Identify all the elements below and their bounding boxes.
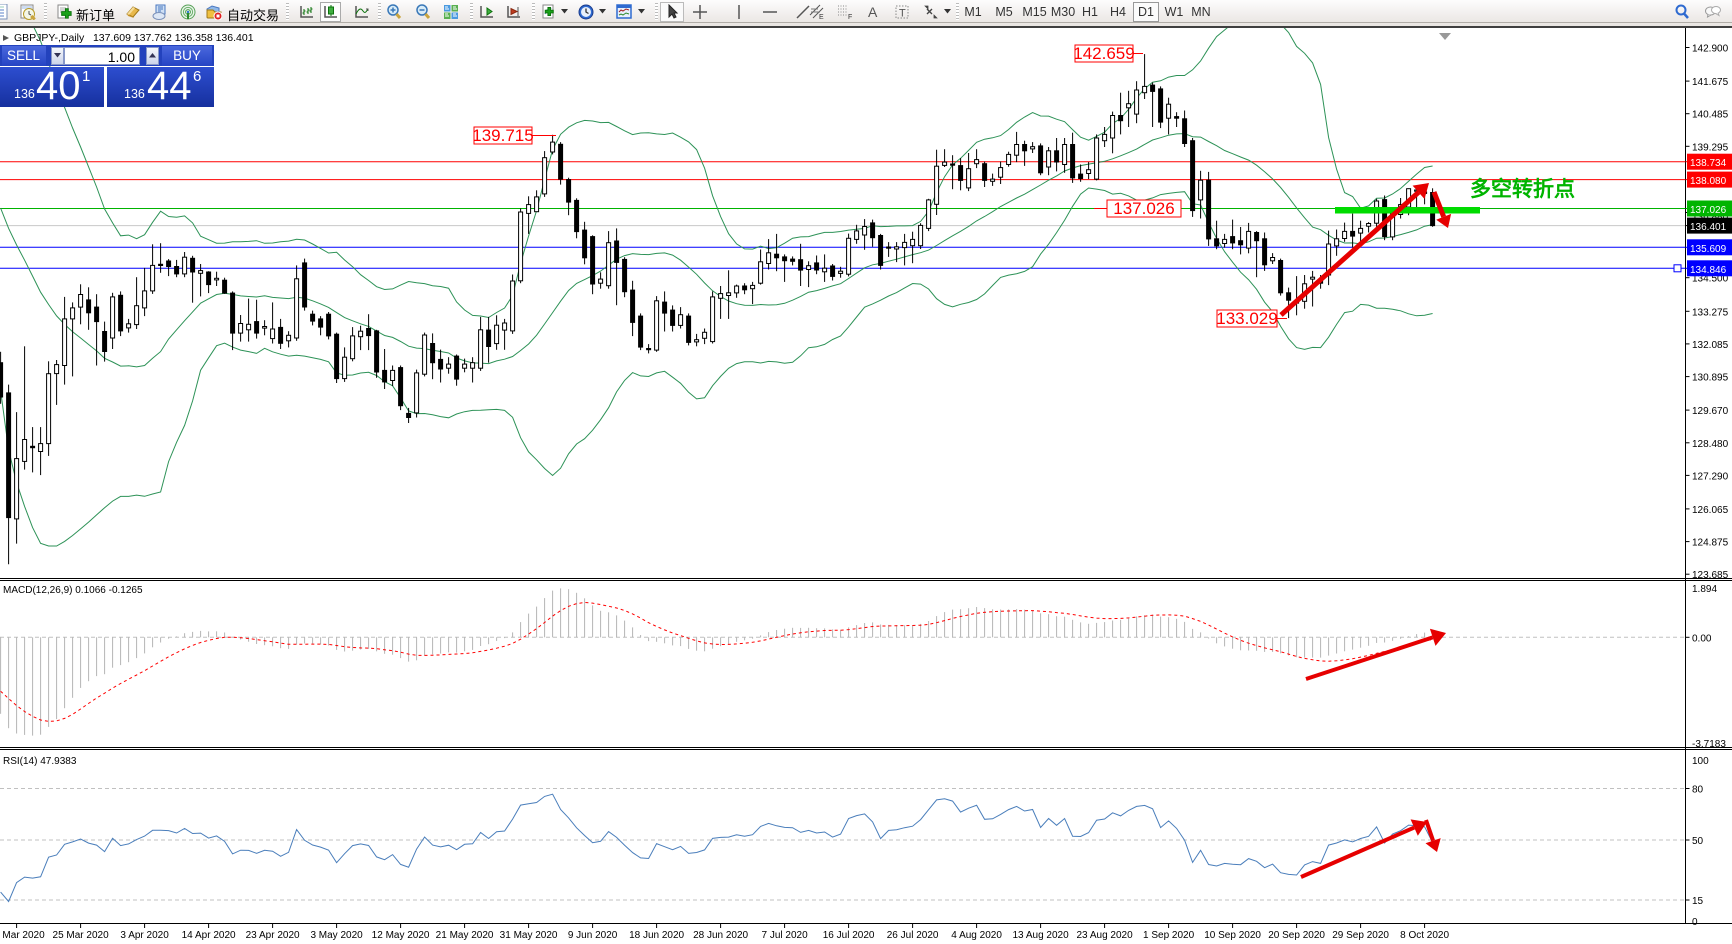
svg-text:多空转折点: 多空转折点 xyxy=(1470,177,1575,201)
svg-text:23 Apr 2020: 23 Apr 2020 xyxy=(246,930,300,941)
svg-text:-3.7183: -3.7183 xyxy=(1692,739,1726,750)
svg-text:129.670: 129.670 xyxy=(1692,406,1729,417)
svg-text:28 Jun 2020: 28 Jun 2020 xyxy=(693,930,748,941)
svg-text:137.026: 137.026 xyxy=(1113,199,1174,218)
svg-text:138.080: 138.080 xyxy=(1690,176,1727,187)
svg-text:136.880: 136.880 xyxy=(1692,212,1729,223)
svg-text:23 Aug 2020: 23 Aug 2020 xyxy=(1077,930,1134,941)
svg-text:12 May 2020: 12 May 2020 xyxy=(372,930,430,941)
svg-text:130.895: 130.895 xyxy=(1692,373,1729,384)
svg-text:3 Apr 2020: 3 Apr 2020 xyxy=(120,930,169,941)
svg-text:126.065: 126.065 xyxy=(1692,505,1729,516)
svg-text:7 Jul 2020: 7 Jul 2020 xyxy=(762,930,809,941)
svg-text:RSI(14) 47.9383: RSI(14) 47.9383 xyxy=(3,756,77,767)
svg-text:0.00: 0.00 xyxy=(1692,633,1712,644)
svg-text:A: A xyxy=(868,4,878,20)
svg-text:139.295: 139.295 xyxy=(1692,142,1729,153)
svg-text:15: 15 xyxy=(1692,896,1704,907)
svg-text:134.846: 134.846 xyxy=(1690,265,1727,276)
svg-text:13 Aug 2020: 13 Aug 2020 xyxy=(1013,930,1070,941)
svg-text:133.029: 133.029 xyxy=(1216,309,1277,328)
svg-text:139.715: 139.715 xyxy=(472,126,533,145)
svg-text:1 Sep 2020: 1 Sep 2020 xyxy=(1143,930,1195,941)
svg-text:142.900: 142.900 xyxy=(1692,44,1729,55)
svg-text:142.659: 142.659 xyxy=(1073,44,1134,63)
svg-text:80: 80 xyxy=(1692,785,1704,796)
svg-text:21 May 2020: 21 May 2020 xyxy=(436,930,494,941)
svg-text:137.026: 137.026 xyxy=(1690,205,1727,216)
svg-text:14 Apr 2020: 14 Apr 2020 xyxy=(182,930,236,941)
svg-text:E: E xyxy=(819,14,824,20)
svg-text:10 Sep 2020: 10 Sep 2020 xyxy=(1204,930,1261,941)
svg-text:MACD(12,26,9) 0.1066 -0.1265: MACD(12,26,9) 0.1066 -0.1265 xyxy=(3,585,143,596)
svg-text:18 Jun 2020: 18 Jun 2020 xyxy=(629,930,684,941)
svg-text:20 Sep 2020: 20 Sep 2020 xyxy=(1268,930,1325,941)
svg-text:128.480: 128.480 xyxy=(1692,439,1729,450)
svg-text:9 Jun 2020: 9 Jun 2020 xyxy=(568,930,618,941)
svg-text:16 Jul 2020: 16 Jul 2020 xyxy=(823,930,875,941)
svg-text:123.685: 123.685 xyxy=(1692,570,1729,581)
svg-text:135.609: 135.609 xyxy=(1690,244,1727,255)
svg-text:140.485: 140.485 xyxy=(1692,110,1729,121)
svg-text:0: 0 xyxy=(1692,917,1698,928)
svg-text:1.894: 1.894 xyxy=(1692,584,1717,595)
svg-text:GBPJPY-,Daily 137.609 137.76: GBPJPY-,Daily 137.609 137.762 136.358 13… xyxy=(14,32,254,44)
svg-text:29 Sep 2020: 29 Sep 2020 xyxy=(1332,930,1389,941)
svg-text:25 Mar 2020: 25 Mar 2020 xyxy=(53,930,110,941)
svg-text:133.275: 133.275 xyxy=(1692,307,1729,318)
svg-text:134.500: 134.500 xyxy=(1692,274,1729,285)
svg-text:127.290: 127.290 xyxy=(1692,471,1729,482)
svg-text:100: 100 xyxy=(1692,756,1709,767)
svg-text:124.875: 124.875 xyxy=(1692,538,1729,549)
svg-text:8 Oct 2020: 8 Oct 2020 xyxy=(1400,930,1449,941)
svg-text:T: T xyxy=(899,8,906,20)
svg-text:138.734: 138.734 xyxy=(1690,158,1727,169)
svg-text:31 May 2020: 31 May 2020 xyxy=(500,930,558,941)
svg-text:50: 50 xyxy=(1692,836,1704,847)
svg-text:26 Jul 2020: 26 Jul 2020 xyxy=(887,930,939,941)
svg-text:132.085: 132.085 xyxy=(1692,340,1729,351)
svg-text:3 May 2020: 3 May 2020 xyxy=(310,930,363,941)
svg-text:141.675: 141.675 xyxy=(1692,77,1729,88)
svg-text:F: F xyxy=(848,14,852,20)
svg-text:136.401: 136.401 xyxy=(1690,222,1727,233)
svg-text:16 Mar 2020: 16 Mar 2020 xyxy=(0,930,45,941)
svg-text:4 Aug 2020: 4 Aug 2020 xyxy=(951,930,1002,941)
